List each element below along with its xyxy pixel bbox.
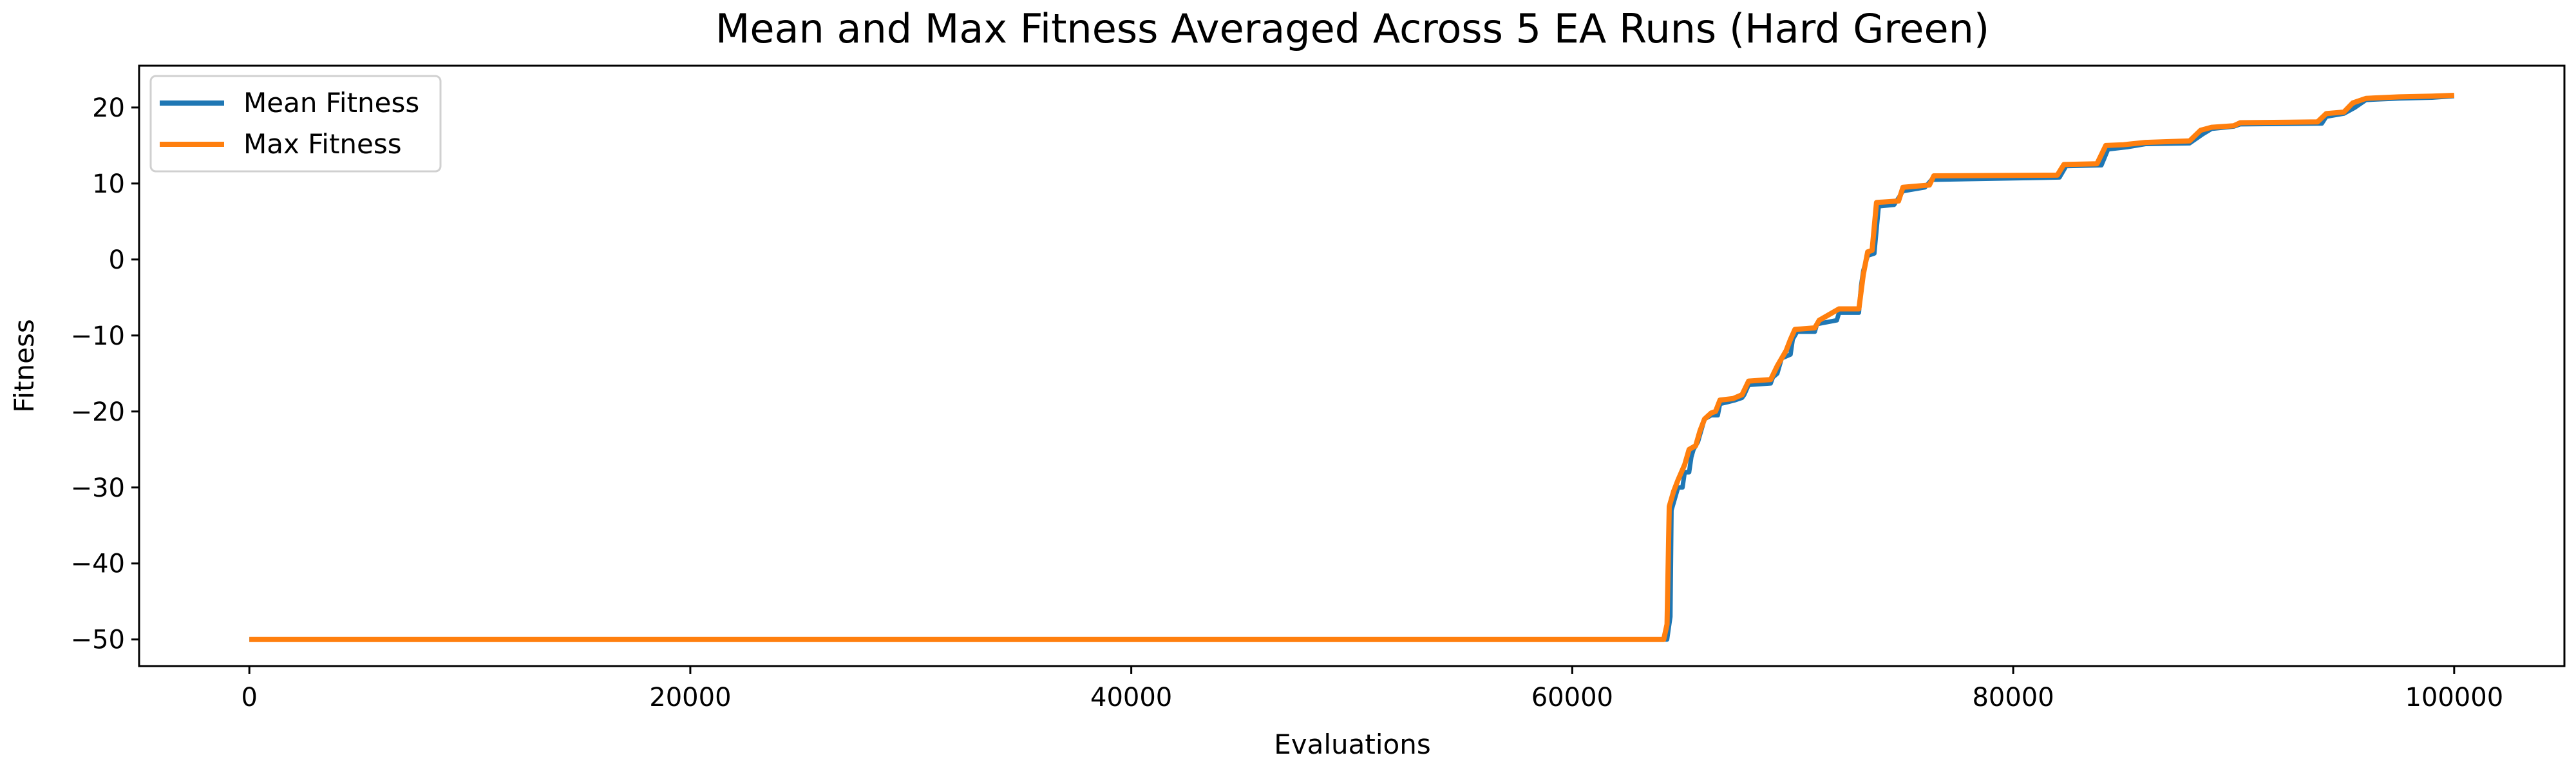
x-tick-label: 80000 bbox=[1972, 683, 2054, 712]
x-axis-label: Evaluations bbox=[1274, 729, 1431, 760]
y-tick-label: −30 bbox=[71, 473, 125, 503]
y-tick-label: −40 bbox=[71, 549, 125, 579]
x-tick-label: 60000 bbox=[1531, 683, 1613, 712]
plot-frame bbox=[138, 64, 2566, 667]
legend-box bbox=[149, 75, 442, 173]
x-axis-ticks: 0 20000 40000 60000 80000 100000 bbox=[241, 666, 2503, 712]
x-tick-label: 100000 bbox=[2405, 683, 2503, 712]
legend: Mean Fitness Max Fitness bbox=[149, 75, 442, 173]
y-tick-label: −20 bbox=[71, 397, 125, 427]
legend-label-max-fitness: Max Fitness bbox=[243, 128, 402, 160]
y-tick-label: 0 bbox=[109, 245, 125, 275]
series-layer bbox=[249, 93, 2455, 642]
y-tick-label: −10 bbox=[71, 321, 125, 351]
series-line-mean-fitness bbox=[249, 93, 2455, 642]
legend-label-mean-fitness: Mean Fitness bbox=[243, 87, 419, 119]
y-axis-label: Fitness bbox=[8, 319, 40, 412]
x-tick-label: 20000 bbox=[649, 683, 731, 712]
y-tick-label: 20 bbox=[92, 93, 125, 123]
y-axis-ticks: −50 −40 −30 −20 −10 0 10 20 bbox=[71, 93, 139, 655]
y-tick-label: 10 bbox=[92, 169, 125, 199]
chart-title: Mean and Max Fitness Averaged Across 5 E… bbox=[715, 5, 1989, 52]
y-tick-label: −50 bbox=[71, 625, 125, 655]
x-tick-label: 40000 bbox=[1090, 683, 1172, 712]
x-tick-label: 0 bbox=[241, 683, 257, 712]
series-line-max-fitness bbox=[249, 93, 2454, 642]
